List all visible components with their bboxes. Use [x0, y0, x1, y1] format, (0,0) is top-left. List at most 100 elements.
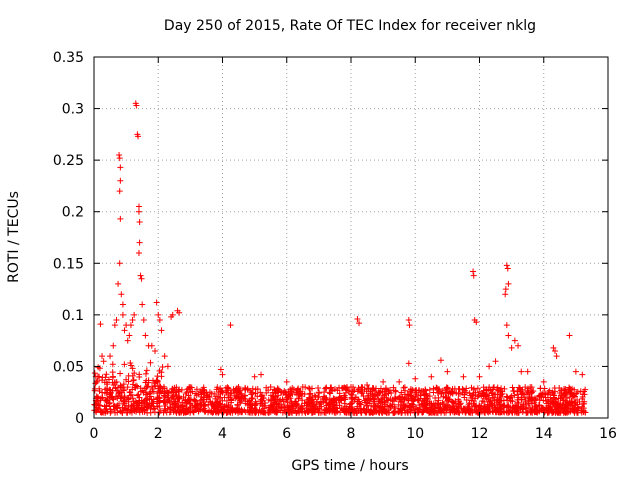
data-point — [127, 322, 134, 329]
data-point — [505, 332, 512, 339]
data-point-background — [109, 361, 116, 368]
data-point-background — [119, 404, 126, 411]
data-point-background — [527, 384, 534, 391]
data-point-background — [141, 407, 148, 414]
data-point — [107, 353, 114, 360]
data-point-background — [147, 409, 154, 416]
data-point-background — [120, 381, 127, 388]
data-point — [396, 378, 403, 385]
data-point-background — [233, 389, 240, 396]
data-point-background — [297, 405, 304, 412]
y-tick-label: 0.1 — [62, 308, 84, 324]
data-point-background — [474, 393, 481, 400]
data-point — [515, 342, 522, 349]
data-point-background — [513, 403, 520, 410]
x-tick-label: 10 — [406, 426, 424, 442]
data-point-background — [94, 377, 101, 384]
data-point-background — [359, 390, 366, 397]
data-point-background — [483, 386, 490, 393]
data-point-background — [509, 398, 516, 405]
data-point — [116, 155, 123, 162]
data-point-background — [248, 409, 255, 416]
data-point-background — [270, 394, 277, 401]
data-point-background — [399, 394, 406, 401]
data-point-background — [392, 387, 399, 394]
data-point-background — [363, 409, 370, 416]
data-point-background — [266, 409, 273, 416]
data-point — [412, 375, 419, 382]
data-point — [217, 366, 224, 373]
data-point — [299, 384, 306, 391]
data-point-background — [110, 403, 117, 410]
data-point-background — [442, 403, 449, 410]
data-point — [153, 299, 160, 306]
data-point-background — [169, 386, 176, 393]
data-point — [219, 371, 226, 378]
data-point-background — [195, 391, 202, 398]
data-point-background — [129, 372, 136, 379]
data-point-background — [124, 384, 131, 391]
data-point-background — [290, 386, 297, 393]
data-point-background — [217, 385, 224, 392]
data-point-background — [315, 384, 322, 391]
data-point-background — [463, 406, 470, 413]
data-point-background — [109, 374, 116, 381]
data-point-background — [96, 385, 103, 392]
data-point-background — [100, 409, 107, 416]
data-point — [117, 164, 124, 171]
data-point-background — [434, 390, 441, 397]
data-point-background — [105, 376, 112, 383]
data-point-background — [279, 396, 286, 403]
data-point-background — [371, 400, 378, 407]
data-point-background — [579, 395, 586, 402]
data-point — [405, 360, 412, 367]
data-point-background — [486, 392, 493, 399]
data-point-background — [342, 403, 349, 410]
data-point-background — [298, 403, 305, 410]
data-point-background — [398, 398, 405, 405]
data-point-background — [343, 408, 350, 415]
data-point-background — [382, 401, 389, 408]
data-point-background — [575, 405, 582, 412]
data-point-background — [418, 388, 425, 395]
data-point-background — [560, 396, 567, 403]
data-point-background — [170, 406, 177, 413]
data-point-background — [417, 406, 424, 413]
data-point-background — [131, 370, 138, 377]
y-tick-label: 0.25 — [53, 153, 84, 169]
data-point — [110, 342, 117, 349]
data-point-background — [213, 386, 220, 393]
data-point-background — [354, 388, 361, 395]
data-point-background — [186, 406, 193, 413]
data-point — [116, 151, 123, 158]
data-point-background — [542, 397, 549, 404]
data-point-background — [288, 400, 295, 407]
data-point-background — [289, 403, 296, 410]
data-point-background — [355, 385, 362, 392]
data-point-background — [397, 405, 404, 412]
data-point-background — [364, 402, 371, 409]
data-point-background — [265, 396, 272, 403]
data-point — [119, 311, 126, 318]
data-point — [380, 378, 387, 385]
data-point-background — [378, 403, 385, 410]
data-point-background — [352, 394, 359, 401]
data-point-background — [326, 389, 333, 396]
data-point-background — [544, 409, 551, 416]
data-point-background — [289, 409, 296, 416]
data-point-background — [129, 365, 136, 372]
data-point-background — [130, 398, 137, 405]
data-point-background — [373, 409, 380, 416]
data-point-background — [354, 398, 361, 405]
data-point-background — [347, 391, 354, 398]
data-point-background — [293, 402, 300, 409]
data-point-background — [292, 398, 299, 405]
data-point-background — [522, 404, 529, 411]
data-point-background — [304, 397, 311, 404]
data-point — [142, 332, 149, 339]
data-point-background — [332, 406, 339, 413]
data-point — [235, 384, 242, 391]
data-point-background — [339, 385, 346, 392]
data-point-background — [325, 405, 332, 412]
data-point-background — [147, 359, 154, 366]
